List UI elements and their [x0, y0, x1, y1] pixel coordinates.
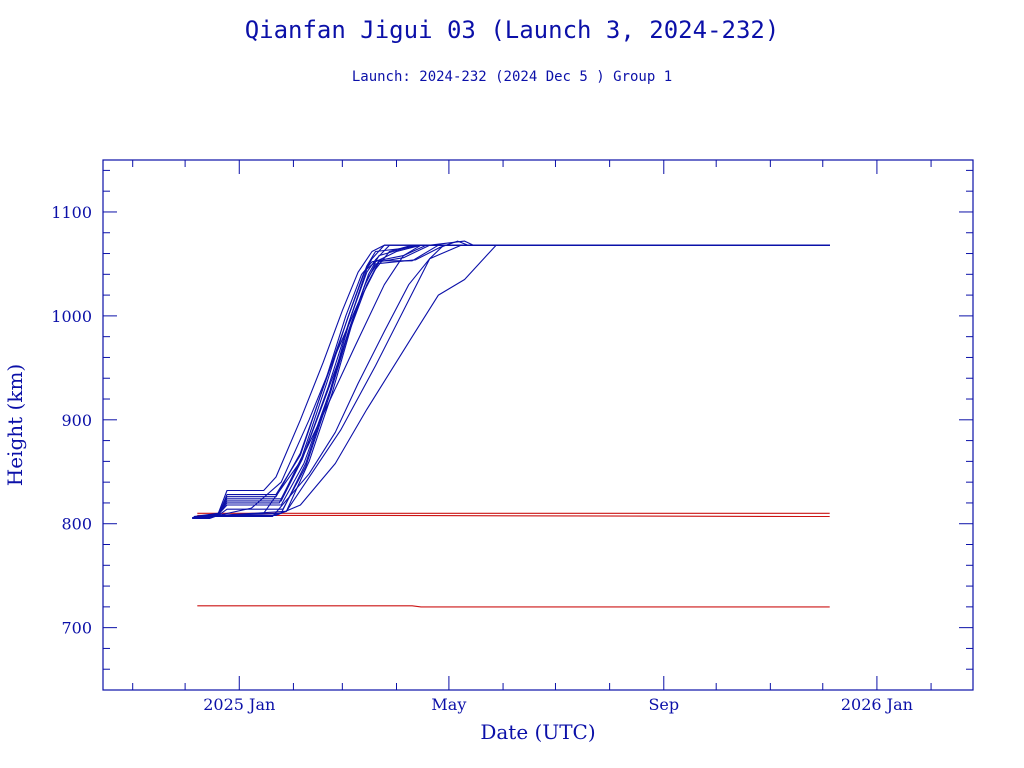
series-line-16 [193, 244, 830, 519]
series-line-5 [192, 244, 830, 520]
series-line-18 [193, 244, 830, 519]
series-line-13 [193, 240, 830, 519]
y-tick-label: 1000 [51, 307, 92, 326]
x-tick-label: 2026 Jan [841, 695, 913, 714]
series-line-11 [193, 240, 830, 519]
chart-subtitle: Launch: 2024-232 (2024 Dec 5 ) Group 1 [352, 69, 672, 85]
x-axis-label: Date (UTC) [480, 720, 595, 744]
x-tick-label: May [431, 695, 466, 714]
series-line-15 [193, 244, 830, 519]
series-layer [192, 240, 830, 608]
series-line-8 [195, 244, 830, 519]
series-line-6 [193, 244, 830, 519]
series-line-9 [193, 244, 830, 518]
series-line-1 [197, 605, 830, 608]
series-line-7 [193, 244, 830, 518]
chart-title: Qianfan Jigui 03 (Launch 3, 2024-232) [245, 16, 780, 44]
series-line-12 [193, 244, 830, 519]
series-line-17 [193, 244, 830, 519]
y-tick-label: 700 [61, 619, 92, 638]
x-tick-label: Sep [648, 695, 679, 714]
ticks-layer: 700 800 900 1000 1100 2025 Jan May Sep 2026 Jan [51, 160, 973, 714]
y-tick-label: 800 [61, 515, 92, 534]
y-tick-label: 1100 [51, 203, 92, 222]
y-axis-label: Height (km) [3, 364, 27, 486]
series-line-14 [193, 244, 830, 520]
y-tick-label: 900 [61, 411, 92, 430]
series-line-3 [197, 514, 830, 518]
x-tick-label: 2025 Jan [203, 695, 275, 714]
plot-frame [102, 159, 974, 691]
